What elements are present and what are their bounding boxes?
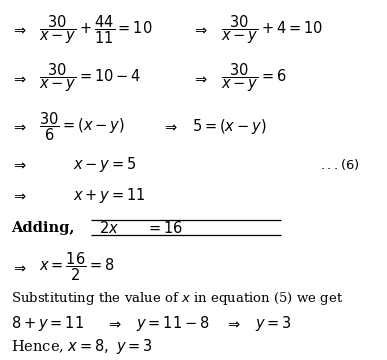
Text: $\Rightarrow$: $\Rightarrow$ (12, 120, 28, 134)
Text: $\Rightarrow$: $\Rightarrow$ (12, 157, 28, 171)
Text: $\dfrac{30}{x-y}+4=10$: $\dfrac{30}{x-y}+4=10$ (221, 13, 324, 46)
Text: $\Rightarrow$: $\Rightarrow$ (192, 71, 208, 85)
Text: $\Rightarrow$: $\Rightarrow$ (106, 316, 123, 330)
Text: $8+y=11$: $8+y=11$ (12, 314, 84, 333)
Text: $\dfrac{30}{x-y}=10-4$: $\dfrac{30}{x-y}=10-4$ (39, 62, 142, 94)
Text: $...(6)$: $...(6)$ (320, 157, 360, 172)
Text: $x-y=5$: $x-y=5$ (73, 155, 136, 174)
Text: $\Rightarrow$: $\Rightarrow$ (12, 23, 28, 37)
Text: $\Rightarrow$: $\Rightarrow$ (192, 23, 208, 37)
Text: $\Rightarrow$: $\Rightarrow$ (12, 189, 28, 203)
Text: Adding,: Adding, (12, 221, 75, 235)
Text: $x+y=11$: $x+y=11$ (73, 186, 146, 205)
Text: $\dfrac{30}{6}=(x-y)$: $\dfrac{30}{6}=(x-y)$ (39, 110, 125, 143)
Text: $\dfrac{30}{x-y}=6$: $\dfrac{30}{x-y}=6$ (221, 62, 287, 94)
Text: $5=(x-y)$: $5=(x-y)$ (192, 117, 266, 136)
Text: $\Rightarrow$: $\Rightarrow$ (225, 316, 241, 330)
Text: $\dfrac{30}{x-y}+\dfrac{44}{11}=10$: $\dfrac{30}{x-y}+\dfrac{44}{11}=10$ (39, 13, 153, 46)
Text: $2x\qquad =16$: $2x\qquad =16$ (99, 220, 183, 236)
Text: Substituting the value of $x$ in equation (5) we get: Substituting the value of $x$ in equatio… (12, 290, 344, 307)
Text: $y=11-8$: $y=11-8$ (136, 314, 210, 333)
Text: $y=3$: $y=3$ (255, 314, 292, 333)
Text: Hence, $x=8,\ y=3$: Hence, $x=8,\ y=3$ (12, 337, 153, 356)
Text: $x=\dfrac{16}{2}=8$: $x=\dfrac{16}{2}=8$ (39, 251, 115, 283)
Text: $\Rightarrow$: $\Rightarrow$ (162, 120, 178, 134)
Text: $\Rightarrow$: $\Rightarrow$ (12, 71, 28, 85)
Text: $\Rightarrow$: $\Rightarrow$ (12, 260, 28, 274)
